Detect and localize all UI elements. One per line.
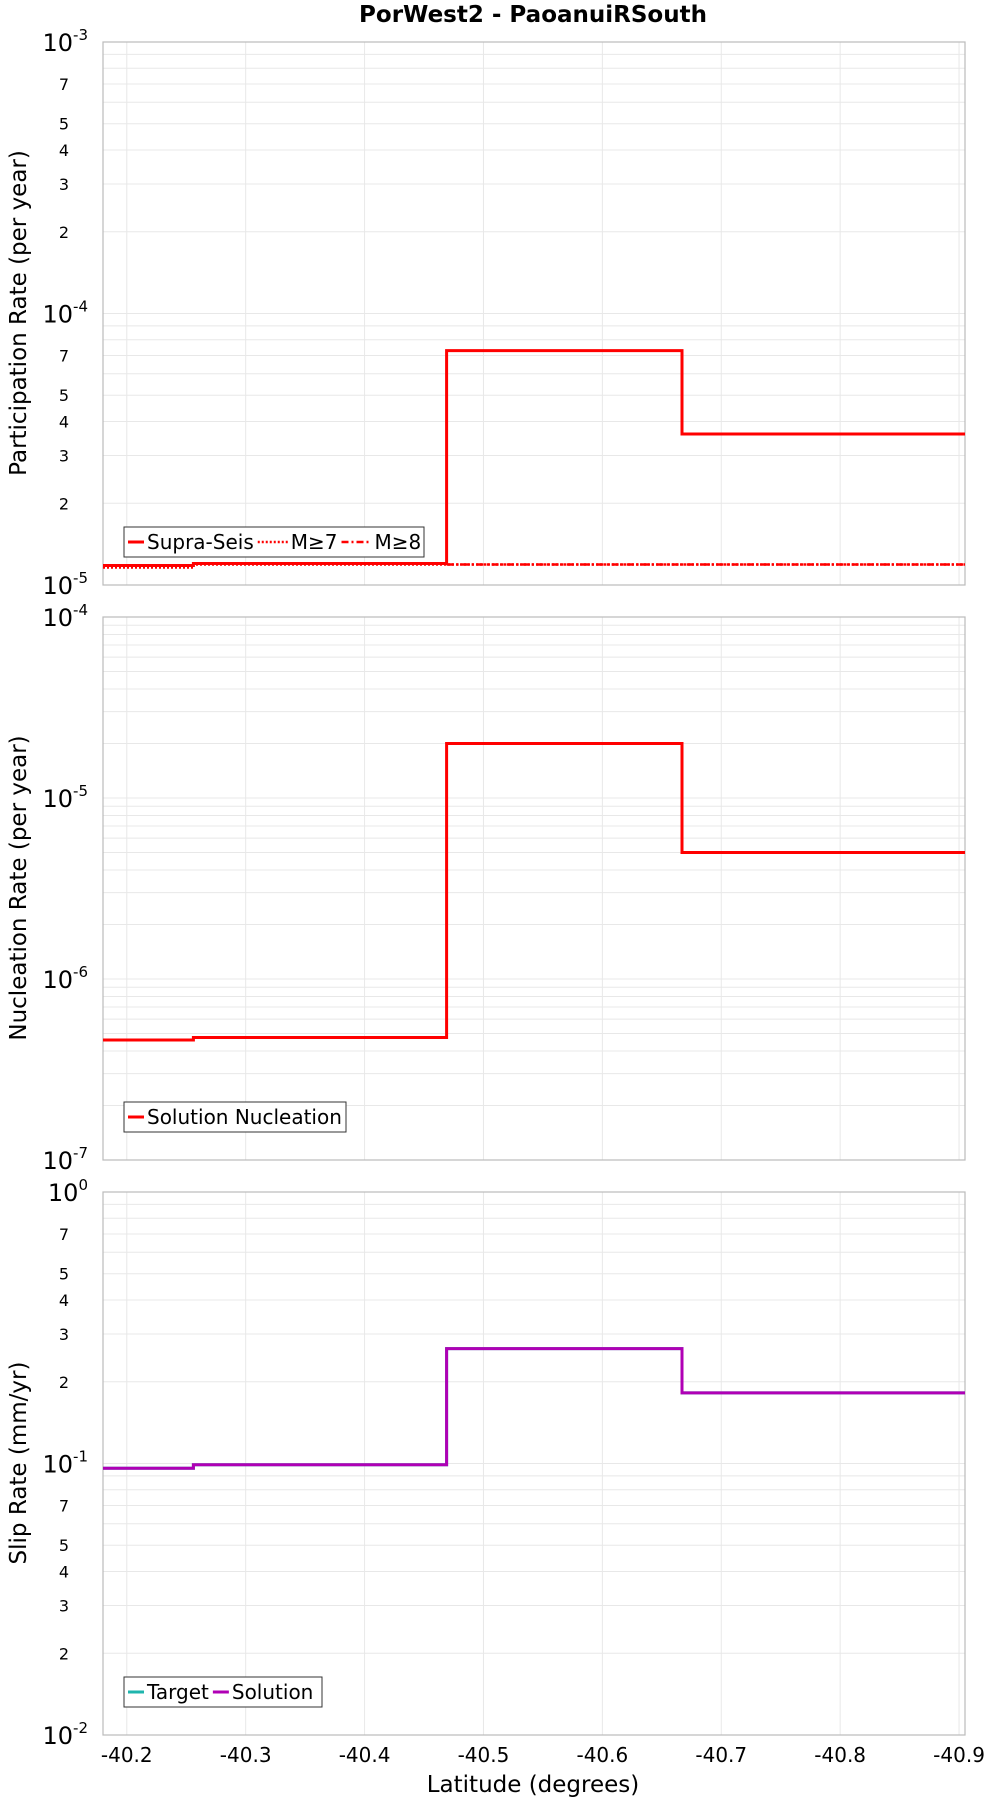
- legend-label-m-ge-7: M≥7: [291, 530, 338, 554]
- y-minor-tick-label: 5: [59, 1265, 69, 1284]
- plot-frame: [102, 616, 966, 1161]
- y-minor-tick-label: 2: [59, 1373, 69, 1392]
- y-tick-label: 100: [48, 1176, 88, 1207]
- y-minor-tick-label: 2: [59, 1644, 69, 1663]
- y-minor-tick-label: 7: [59, 1497, 69, 1516]
- y-minor-tick-label: 7: [59, 347, 69, 366]
- slip-rate-panel: 10-2 10-1 100 2 3 4 5 7 2 3 4 5 7 Slip Rate (mm/yr) Ta…: [6, 1176, 966, 1750]
- chart-title: PorWest2 - PaoanuiRSouth: [359, 2, 707, 28]
- x-tick-label: -40.5: [458, 1743, 510, 1767]
- series-line-m-ge-7: [103, 563, 965, 569]
- y-axis-label: Slip Rate (mm/yr): [6, 1362, 32, 1565]
- legend-label-supra-seis: Supra-Seis: [147, 530, 254, 554]
- y-tick-label: 10-5: [42, 782, 88, 813]
- x-tick-label: -40.8: [814, 1743, 866, 1767]
- legend-label-solution: Solution: [232, 1680, 313, 1704]
- participation-rate-panel: 10-5 10-4 10-3 2 3 4 5 7 2 3 4 5 7 Participation Rate…: [6, 26, 966, 600]
- legend-label-m-ge-8: M≥8: [375, 530, 422, 554]
- y-minor-tick-label: 7: [59, 75, 69, 94]
- y-minor-tick-label: 3: [59, 1325, 69, 1344]
- nucleation-rate-panel: 10-7 10-6 10-5 10-4 Nucleation Rate (per yea…: [6, 601, 966, 1175]
- y-tick-label: 10-6: [42, 963, 88, 994]
- y-minor-tick-label: 4: [59, 1563, 69, 1582]
- y-tick-label: 10-5: [42, 569, 88, 600]
- y-tick-label: 10-3: [42, 26, 88, 57]
- legend: Solution Nucleation: [123, 1101, 347, 1133]
- y-tick-label: 10-2: [42, 1719, 88, 1750]
- y-minor-tick-label: 7: [59, 1225, 69, 1244]
- y-minor-tick-label: 3: [59, 175, 69, 194]
- y-tick-label: 10-7: [42, 1144, 88, 1175]
- y-minor-tick-label: 5: [59, 115, 69, 134]
- x-tick-label: -40.7: [695, 1743, 747, 1767]
- x-tick-label: -40.3: [220, 1743, 272, 1767]
- y-tick-label: 10-4: [42, 601, 88, 632]
- x-tick-label: -40.6: [576, 1743, 628, 1767]
- y-minor-tick-label: 2: [59, 494, 69, 513]
- x-axis-label: Latitude (degrees): [427, 1772, 640, 1798]
- y-minor-tick-label: 4: [59, 1291, 69, 1310]
- y-axis-label: Nucleation Rate (per year): [6, 735, 32, 1040]
- legend-box: [123, 1101, 347, 1133]
- y-minor-tick-label: 5: [59, 1536, 69, 1555]
- legend-label-solution-nucleation: Solution Nucleation: [147, 1105, 342, 1129]
- series-line-target: [103, 1347, 965, 1470]
- y-minor-tick-label: 3: [59, 1596, 69, 1615]
- y-minor-tick-label: 4: [59, 413, 69, 432]
- legend-label-target: Target: [146, 1680, 209, 1704]
- series-line-solution-nucleation: [103, 742, 965, 1042]
- legend: Target Solution: [123, 1676, 323, 1708]
- y-minor-tick-label: 3: [59, 446, 69, 465]
- x-tick-label: -40.9: [933, 1743, 985, 1767]
- y-minor-tick-label: 2: [59, 223, 69, 242]
- y-tick-label: 10-1: [42, 1448, 88, 1479]
- legend: Supra-Seis M≥7 M≥8: [123, 526, 425, 558]
- x-tick-label: -40.4: [339, 1743, 391, 1767]
- plot-frame: [102, 1191, 966, 1736]
- series-line-solution: [103, 1347, 965, 1470]
- y-tick-label: 10-4: [42, 298, 88, 329]
- x-tick-label: -40.2: [101, 1743, 153, 1767]
- plot-frame: [102, 41, 966, 586]
- y-minor-tick-label: 4: [59, 141, 69, 160]
- y-minor-tick-label: 5: [59, 386, 69, 405]
- y-axis-label: Participation Rate (per year): [6, 150, 32, 476]
